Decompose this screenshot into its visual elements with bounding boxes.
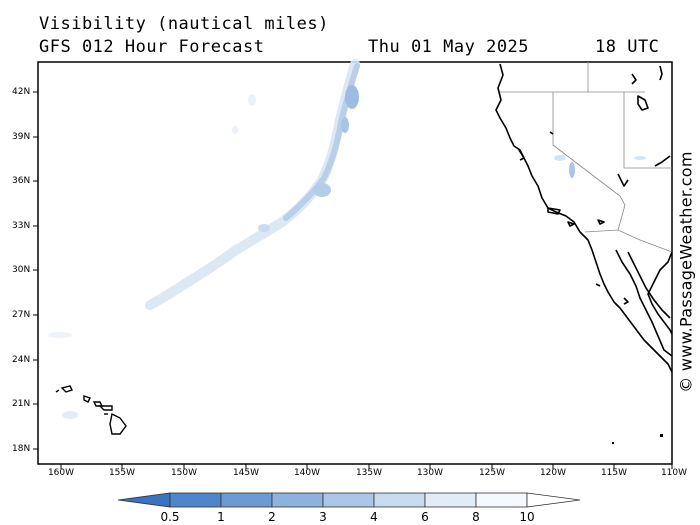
colorbar-segment: [117, 492, 171, 508]
forecast-date: Thu 01 May 2025: [368, 37, 530, 57]
map-frame: [37, 61, 673, 465]
colorbar-label: 8: [472, 510, 480, 524]
lat-label: 27N: [12, 310, 31, 320]
colorbar-label: 1: [217, 510, 225, 524]
colorbar-label: 2: [268, 510, 276, 524]
colorbar-segment: [271, 492, 324, 508]
lat-label: 36N: [12, 176, 31, 186]
lat-label: 18N: [12, 444, 31, 454]
coastline: [495, 63, 673, 373]
lon-label: 125W: [478, 468, 506, 478]
forecast-time: 18 UTC: [595, 37, 660, 57]
map-markers: [612, 434, 663, 444]
map-title: Visibility (nautical miles): [39, 14, 329, 34]
colorbar-label: 6: [421, 510, 429, 524]
lat-label: 21N: [12, 399, 31, 409]
lon-label: 155W: [108, 468, 136, 478]
lat-label: 30N: [12, 265, 31, 275]
state-borders: [500, 62, 673, 253]
colorbar: [117, 492, 581, 508]
lon-label: 135W: [355, 468, 383, 478]
lon-label: 110W: [660, 468, 688, 478]
colorbar-label: 4: [370, 510, 378, 524]
colorbar-label: 0.5: [160, 510, 180, 524]
lon-label: 130W: [416, 468, 444, 478]
lat-label: 42N: [12, 87, 31, 97]
lon-label: 140W: [293, 468, 321, 478]
colorbar-segment: [322, 492, 375, 508]
forecast-label: GFS 012 Hour Forecast: [39, 37, 265, 57]
lat-label: 24N: [12, 355, 31, 365]
lon-label: 115W: [600, 468, 628, 478]
visibility-band: [48, 59, 646, 419]
lon-label: 145W: [232, 468, 260, 478]
lat-label: 39N: [12, 132, 31, 142]
colorbar-segment: [526, 492, 581, 508]
colorbar-label: 3: [319, 510, 327, 524]
lon-label: 160W: [47, 468, 75, 478]
website-credit: © www.PassageWeather.com: [676, 151, 696, 393]
colorbar-segment: [373, 492, 426, 508]
colorbar-label: 10: [519, 510, 535, 524]
lon-ticks: [60, 464, 673, 469]
lon-label: 120W: [539, 468, 567, 478]
lon-label: 150W: [170, 468, 198, 478]
colorbar-segment: [475, 492, 528, 508]
hawaii-islands: [55, 385, 127, 435]
lat-label: 33N: [12, 221, 31, 231]
colorbar-segment: [424, 492, 477, 508]
colorbar-segment: [169, 492, 222, 508]
colorbar-segment: [220, 492, 273, 508]
lat-ticks: [33, 91, 38, 450]
